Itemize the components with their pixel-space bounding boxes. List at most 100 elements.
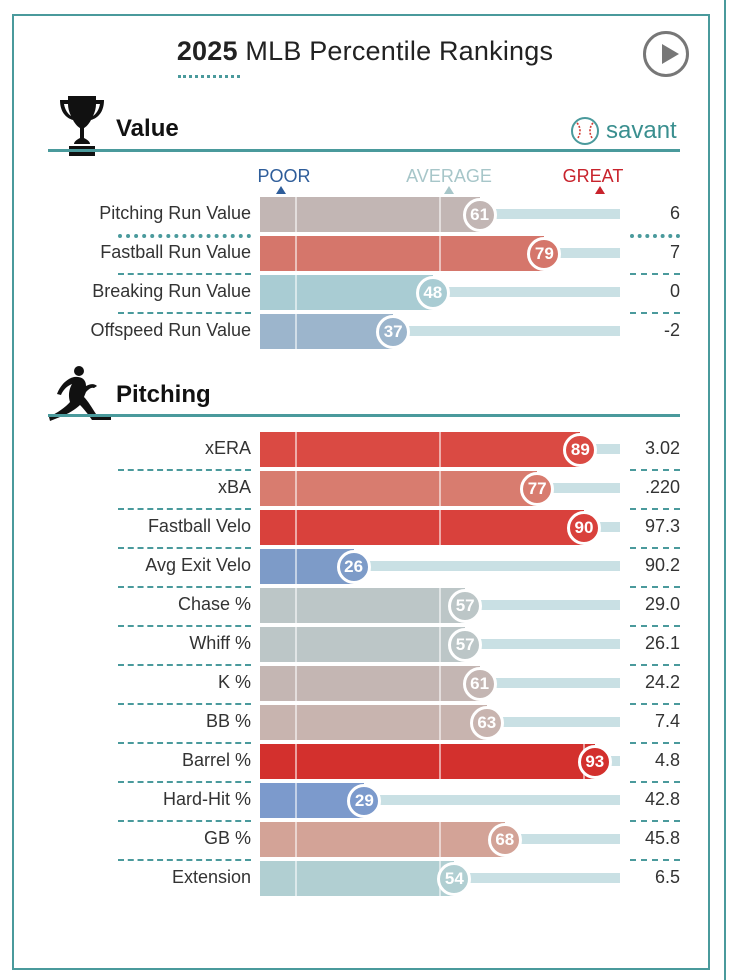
percentile-bar — [260, 705, 487, 740]
percentile-gridline — [439, 744, 441, 779]
percentile-gridline — [439, 822, 441, 857]
metric-value: 3.02 — [644, 438, 680, 458]
percentile-gridline — [295, 588, 297, 623]
metric-value: 6.5 — [654, 867, 680, 887]
metric-value: 45.8 — [644, 828, 680, 848]
percentile-badge: 54 — [437, 861, 472, 896]
percentile-gridline — [295, 666, 297, 701]
percentile-badge: 37 — [376, 314, 411, 349]
percentile-gridline — [295, 314, 297, 349]
row-divider-left — [118, 469, 251, 471]
metric-label: Offspeed Run Value — [90, 320, 251, 340]
title-year[interactable]: 2025 — [176, 36, 238, 66]
metric-value: 6 — [669, 203, 680, 223]
percentile-gridline — [439, 588, 441, 623]
savant-logo[interactable]: savant — [570, 115, 677, 147]
row-divider-right — [630, 781, 680, 783]
legend-average-arrow — [444, 186, 454, 194]
metric-value: 26.1 — [644, 633, 680, 653]
percentile-bar — [260, 275, 433, 310]
right-border — [724, 0, 726, 980]
percentile-bar — [260, 432, 581, 467]
percentile-badge: 63 — [469, 705, 504, 740]
percentile-badge: 93 — [577, 744, 612, 779]
percentile-badge: 57 — [448, 588, 483, 623]
percentile-gridline — [439, 705, 441, 740]
row-divider-left — [118, 781, 251, 783]
row-divider-right — [630, 312, 680, 314]
percentile-bar — [260, 510, 584, 545]
row-divider-left — [118, 664, 251, 666]
row-divider-left — [118, 234, 251, 238]
metric-value: .220 — [644, 477, 680, 497]
percentile-badge: 89 — [563, 432, 598, 467]
section-title-pitching: Pitching — [116, 381, 211, 408]
legend-poor: POOR — [257, 166, 311, 186]
metric-label: Pitching Run Value — [99, 203, 251, 223]
percentile-badge: 48 — [415, 275, 450, 310]
metric-label: K % — [217, 672, 251, 692]
percentile-gridline — [439, 471, 441, 506]
percentile-bar — [260, 197, 480, 232]
row-divider-left — [118, 273, 251, 275]
percentile-bar — [260, 822, 505, 857]
metric-value: 7.4 — [654, 711, 680, 731]
row-divider-right — [630, 703, 680, 705]
row-divider-right — [630, 234, 680, 238]
percentile-badge: 57 — [448, 627, 483, 662]
percentile-bar — [260, 314, 394, 349]
row-divider-left — [118, 312, 251, 314]
row-divider-left — [118, 625, 251, 627]
row-divider-left — [118, 547, 251, 549]
metric-label: Fastball Run Value — [100, 242, 251, 262]
metric-label: Fastball Velo — [147, 516, 251, 536]
title-text: MLB Percentile Rankings — [245, 36, 554, 66]
row-divider-right — [630, 859, 680, 861]
percentile-gridline — [295, 471, 297, 506]
percentile-gridline — [295, 549, 297, 584]
percentile-gridline — [295, 744, 297, 779]
metric-label: Hard-Hit % — [162, 789, 251, 809]
percentile-badge: 68 — [487, 822, 522, 857]
page-title: 2025 MLB Percentile Rankings — [0, 36, 730, 67]
row-divider-left — [118, 508, 251, 510]
row-divider-right — [630, 547, 680, 549]
value-section-rule — [48, 149, 680, 152]
percentile-track — [260, 561, 620, 571]
metric-value: 7 — [669, 242, 680, 262]
percentile-badge: 29 — [347, 783, 382, 818]
pitching-section-rule — [48, 414, 680, 417]
row-divider-right — [630, 625, 680, 627]
percentile-bar — [260, 627, 466, 662]
row-divider-left — [118, 703, 251, 705]
row-divider-right — [630, 664, 680, 666]
metric-label: Barrel % — [181, 750, 251, 770]
metric-label: Avg Exit Velo — [145, 555, 251, 575]
percentile-gridline — [295, 705, 297, 740]
metric-label: Whiff % — [189, 633, 251, 653]
percentile-gridline — [439, 627, 441, 662]
legend-great: GREAT — [562, 166, 624, 186]
section-title-value: Value — [116, 115, 179, 142]
percentile-gridline — [439, 510, 441, 545]
row-divider-right — [630, 742, 680, 744]
legend-average: AVERAGE — [406, 166, 492, 186]
play-button[interactable] — [643, 31, 689, 77]
percentile-badge: 79 — [527, 236, 562, 271]
row-divider-right — [630, 469, 680, 471]
legend-great-arrow — [595, 186, 605, 194]
metric-label: xERA — [204, 438, 251, 458]
percentile-gridline — [439, 666, 441, 701]
metric-value: 24.2 — [644, 672, 680, 692]
percentile-gridline — [295, 627, 297, 662]
metric-label: GB % — [203, 828, 251, 848]
percentile-bar — [260, 588, 466, 623]
row-divider-left — [118, 742, 251, 744]
metric-value: 4.8 — [654, 750, 680, 770]
percentile-gridline — [295, 275, 297, 310]
metric-value: -2 — [663, 320, 680, 340]
percentile-gridline — [439, 236, 441, 271]
metric-label: xBA — [217, 477, 251, 497]
percentile-bar — [260, 471, 538, 506]
metric-value: 0 — [669, 281, 680, 301]
